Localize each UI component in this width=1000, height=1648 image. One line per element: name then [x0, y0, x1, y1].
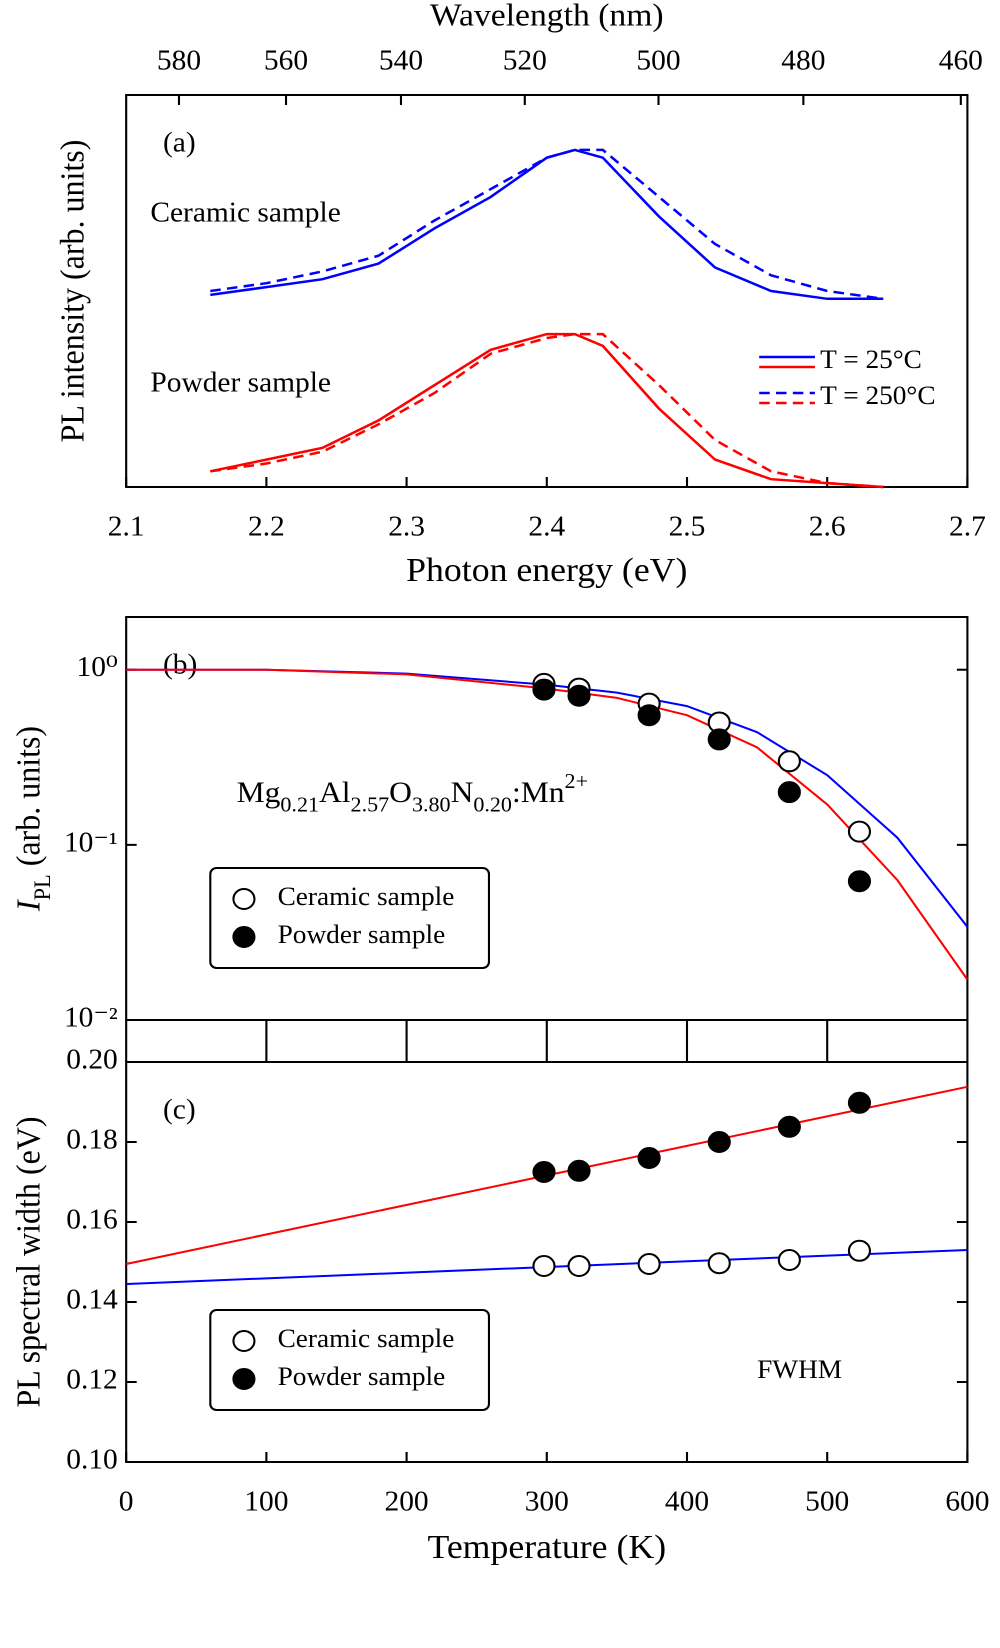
text-part: 2.57: [351, 793, 390, 816]
x-tick-label: 200: [385, 1486, 429, 1517]
x2-tick-label: 540: [379, 45, 423, 76]
data-point: [707, 1252, 731, 1275]
y-tick-label: 0.18: [66, 1124, 118, 1155]
y-tick-label: 0.16: [66, 1204, 118, 1235]
text-part: N: [451, 776, 474, 809]
data-point: [532, 678, 556, 701]
text-part: 0.20: [473, 793, 512, 816]
panel-label: (b): [163, 649, 197, 680]
x-tick-label: 2.7: [949, 511, 986, 542]
x-tick-label: 400: [665, 1486, 709, 1517]
y-axis-label: PL intensity (arb. units): [55, 140, 92, 443]
text-part: 3.80: [412, 793, 451, 816]
data-point: [707, 728, 731, 751]
x-tick-label: 2.5: [669, 511, 706, 542]
x-tick-label: 2.4: [528, 511, 565, 542]
data-point: [847, 820, 872, 843]
x-tick-label: 2.1: [108, 511, 145, 542]
x2-tick-label: 460: [939, 45, 983, 76]
annotation: FWHM: [757, 1355, 842, 1384]
text-part: 0.21: [280, 793, 319, 816]
data-point: [707, 1131, 731, 1153]
data-point: [777, 750, 801, 773]
legend-marker: [232, 1368, 256, 1390]
y-axis-label: IPL (arb. units): [11, 726, 55, 912]
data-point: [777, 781, 801, 804]
legend-label: Powder sample: [278, 1362, 446, 1391]
y-tick-label: 0.10: [66, 1444, 118, 1475]
spectrum-line: [210, 148, 884, 301]
text-part: PL: [29, 874, 55, 900]
data-point: [567, 1159, 591, 1182]
panel-label: (c): [163, 1094, 196, 1125]
data-point: [847, 870, 872, 893]
y-tick-label: 0.12: [66, 1364, 118, 1395]
text-part: Al: [319, 776, 351, 809]
legend-label: Powder sample: [278, 920, 446, 949]
x-tick-label: 2.3: [388, 511, 425, 542]
y-tick-label: 10⁻¹: [64, 827, 118, 858]
legend-marker: [232, 1330, 256, 1352]
x2-axis-label: Wavelength (nm): [430, 0, 664, 33]
x-tick-label: 300: [525, 1486, 569, 1517]
legend-label: Ceramic sample: [278, 1324, 455, 1353]
x2-tick-label: 480: [781, 45, 825, 76]
legend-box: [209, 867, 491, 969]
x-tick-label: 600: [945, 1486, 989, 1517]
data-point: [637, 704, 661, 727]
text-part: PL spectral width (eV): [11, 1116, 48, 1407]
x2-tick-label: 500: [636, 45, 680, 76]
data-point: [637, 1253, 661, 1275]
spectrum-line: [210, 148, 884, 301]
x2-tick-label: 560: [264, 45, 308, 76]
legend-box: [209, 1309, 491, 1411]
text-part: Mg: [237, 776, 281, 809]
legend-label: T = 250°C: [820, 381, 935, 410]
x-axis-label: Temperature (K): [427, 1528, 666, 1566]
data-point: [567, 684, 591, 707]
data-point: [567, 1255, 591, 1277]
y-tick-label: 10⁰: [77, 652, 118, 683]
x-axis-label: Photon energy (eV): [406, 551, 687, 589]
spectrum-line: [210, 332, 884, 489]
legend-marker: [232, 926, 256, 948]
text-part: :Mn: [512, 776, 565, 809]
spectrum-line: [210, 332, 884, 489]
data-point: [532, 1255, 556, 1277]
x-tick-label: 0: [119, 1486, 134, 1517]
legend-label: Ceramic sample: [278, 882, 455, 911]
legend-label: T = 25°C: [820, 345, 922, 374]
x-tick-label: 500: [805, 1486, 849, 1517]
data-point: [847, 1091, 872, 1114]
data-point: [777, 1249, 801, 1271]
y-tick-label: 0.20: [66, 1044, 118, 1075]
y-tick-label: 10⁻²: [64, 1002, 118, 1033]
text-part: I: [11, 898, 48, 912]
x-tick-label: 100: [244, 1486, 288, 1517]
text-part: (arb. units): [11, 726, 48, 874]
data-point: [777, 1115, 801, 1138]
plot-frame: [125, 94, 969, 488]
data-point: [532, 1161, 556, 1183]
x2-tick-label: 520: [503, 45, 547, 76]
x-tick-label: 2.2: [248, 511, 285, 542]
text-part: O: [389, 776, 412, 809]
annotation: Ceramic sample: [150, 197, 340, 228]
annotation: Powder sample: [150, 367, 331, 398]
y-axis-label: PL spectral width (eV): [11, 1116, 48, 1407]
data-point: [637, 1147, 661, 1169]
x2-tick-label: 580: [157, 45, 201, 76]
panel-label: (a): [163, 127, 196, 158]
text-part: 2+: [565, 770, 588, 793]
formula: Mg0.21Al2.57O3.80N0.20:Mn2+: [237, 770, 588, 817]
data-point: [847, 1239, 872, 1262]
x-tick-label: 2.6: [809, 511, 846, 542]
legend-marker: [232, 888, 256, 910]
y-tick-label: 0.14: [66, 1284, 118, 1315]
